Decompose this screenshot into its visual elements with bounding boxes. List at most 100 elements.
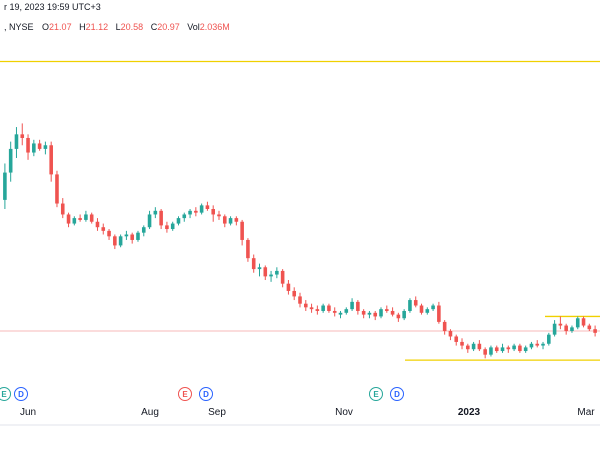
candle-body (547, 334, 551, 344)
candle-body (188, 210, 192, 215)
candle-body (442, 321, 447, 332)
dividend-event-icon[interactable]: D (199, 387, 213, 401)
candle-body (477, 343, 482, 350)
candle-body (593, 329, 597, 333)
x-axis-label-jun: Jun (19, 407, 37, 418)
volume-value: 2.036M (199, 22, 230, 32)
candle-body (373, 312, 378, 317)
candle-body (454, 336, 459, 342)
candle-body (55, 174, 59, 204)
candle-body (20, 134, 25, 138)
candle-body (113, 236, 117, 246)
candle-body (66, 214, 71, 224)
candle-body (147, 214, 152, 228)
candle-body (263, 267, 268, 277)
candle-body (136, 232, 140, 240)
candle-body (431, 305, 435, 310)
candle-body (575, 318, 580, 328)
open-label: O (42, 22, 50, 32)
candle-body (494, 347, 499, 352)
low-value: 20.58 (120, 22, 144, 32)
candle-body (448, 331, 453, 337)
candle-body (26, 137, 30, 153)
earnings-event-icon[interactable]: E (369, 387, 383, 401)
candle-body (535, 343, 540, 346)
candle-body (396, 314, 401, 319)
candle-body (303, 303, 308, 308)
candle-body (361, 310, 366, 315)
date-text: r 19, 2023 19:59 UTC+3 (4, 2, 101, 12)
x-axis-label-mar: Mar (577, 407, 595, 418)
candle-body (425, 309, 430, 313)
candle-body (124, 234, 129, 237)
candle-body (280, 270, 285, 284)
candle-body (182, 214, 187, 219)
candle-body (581, 318, 586, 326)
candle-body (43, 145, 48, 149)
candle-body (228, 218, 233, 224)
dividend-event-icon[interactable]: D (390, 387, 404, 401)
candle-body (269, 274, 273, 277)
open-value: 21.07 (49, 22, 72, 32)
candle-body (130, 234, 134, 240)
candle-body (141, 227, 146, 233)
candle-body (3, 172, 7, 200)
candle-body (367, 312, 372, 315)
candle-body (518, 345, 522, 352)
candle-body (89, 214, 94, 222)
candle-body (84, 214, 88, 220)
earnings-event-icon[interactable]: E (0, 387, 11, 401)
candle-body (413, 300, 418, 306)
exchange-label: , NYSE (4, 22, 34, 32)
candle-body (321, 305, 325, 311)
candle-body (552, 323, 557, 335)
candle-body (257, 267, 262, 270)
candle-body (153, 210, 158, 215)
candle-body (165, 225, 169, 230)
candle-body (390, 310, 395, 315)
candle-body (234, 218, 239, 222)
volume-label: Vol (187, 22, 200, 32)
candle-body (587, 325, 592, 330)
candle-body (512, 345, 516, 350)
candle-body (170, 223, 175, 230)
candle-body (523, 347, 528, 352)
candle-body (379, 309, 383, 317)
candle-body (199, 205, 204, 213)
candle-body (460, 341, 464, 346)
candle-body (286, 283, 291, 291)
candle-body (49, 145, 53, 175)
high-value: 21.12 (85, 22, 109, 32)
candle-body (275, 270, 279, 275)
candle-body (402, 310, 406, 319)
candle-body (8, 148, 13, 173)
x-axis-label-2023: 2023 (457, 407, 481, 418)
candle-body (78, 218, 82, 220)
candle-body (292, 290, 297, 297)
candle-body (385, 309, 389, 311)
close-value: 20.97 (157, 22, 180, 32)
x-axis-label-nov: Nov (335, 407, 353, 418)
candle-body (246, 239, 250, 259)
candle-body (506, 347, 511, 350)
x-axis-label-aug: Aug (141, 407, 159, 418)
candle-body (564, 325, 568, 332)
candle-body (558, 323, 563, 326)
candle-body (72, 218, 77, 224)
close-label: C (150, 22, 158, 32)
candle-body (101, 227, 106, 231)
candle-body (541, 343, 545, 346)
dividend-event-icon[interactable]: D (14, 387, 28, 401)
candle-body (529, 343, 534, 348)
candle-body (309, 307, 314, 310)
candle-body (570, 327, 574, 332)
candle-body (419, 305, 424, 313)
candle-body (483, 349, 487, 355)
earnings-event-icon[interactable]: E (178, 387, 192, 401)
candle-body (37, 143, 42, 149)
candle-body (408, 300, 412, 311)
candle-body (32, 143, 36, 153)
candle-body (14, 134, 19, 149)
